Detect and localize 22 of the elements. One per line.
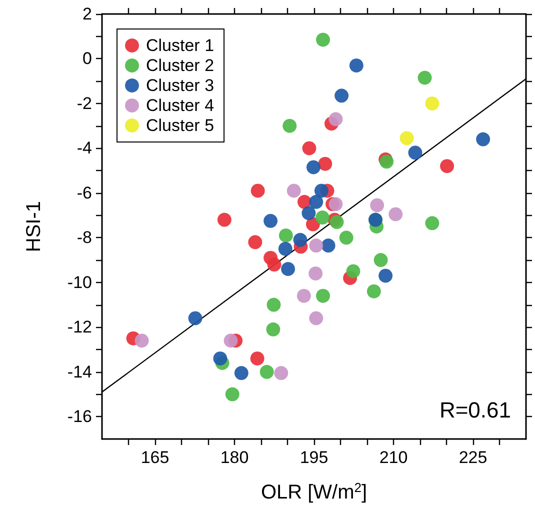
y-tick-label: -12 xyxy=(67,318,92,337)
legend-label: Cluster 4 xyxy=(146,96,214,115)
x-tick-label: 180 xyxy=(220,448,249,467)
x-tick-label: 225 xyxy=(458,448,488,467)
x-tick-label: 210 xyxy=(379,448,408,467)
y-tick-label: 0 xyxy=(82,49,92,68)
x-tick-label: 165 xyxy=(140,448,170,467)
y-tick-label: -16 xyxy=(67,407,92,426)
legend-label: Cluster 1 xyxy=(146,36,214,55)
y-tick-label: -8 xyxy=(76,228,92,248)
annotation: R=0.61 xyxy=(439,398,512,422)
y-tick-label: -4 xyxy=(76,138,92,158)
y-tick-label: -6 xyxy=(76,183,92,202)
y-tick-label: -10 xyxy=(67,272,92,292)
y-tick-label: -2 xyxy=(76,94,92,113)
legend-label: Cluster 2 xyxy=(146,56,214,75)
legend-label: Cluster 5 xyxy=(146,116,214,135)
legend-label: Cluster 3 xyxy=(146,76,214,95)
y-tick-label: 2 xyxy=(82,4,92,24)
y-axis-title: HSI-1 xyxy=(23,200,45,252)
x-tick-label: 195 xyxy=(300,448,328,467)
y-tick-label: -14 xyxy=(67,362,92,382)
